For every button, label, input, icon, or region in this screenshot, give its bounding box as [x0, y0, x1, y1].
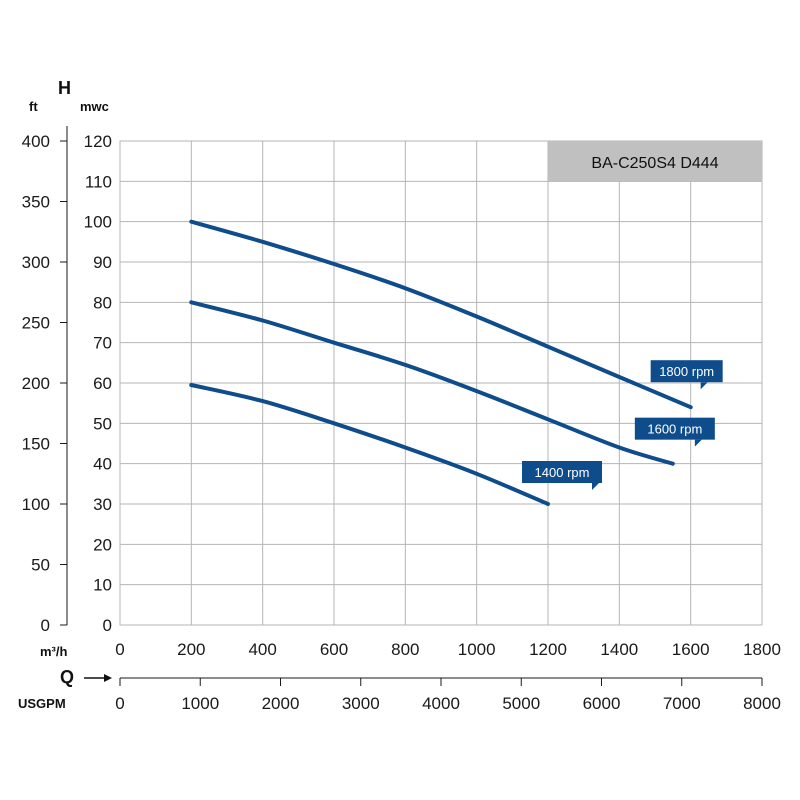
y-tick-label: 90: [93, 253, 112, 272]
y-secondary-tick-label: 100: [22, 495, 50, 514]
series-line-1600-rpm: [189, 300, 675, 466]
y-secondary-tick-label: 50: [31, 556, 50, 575]
x-secondary-tick-label: 4000: [422, 694, 460, 713]
x-tick-label: 1600: [672, 640, 710, 659]
series-labels: 1800 rpm 1600 rpm 1400 rpm: [522, 360, 723, 490]
x-secondary-tick-label: 3000: [342, 694, 380, 713]
x-tick-label: 400: [248, 640, 276, 659]
y-tick-label: 10: [93, 576, 112, 595]
x-tick-label: 1400: [600, 640, 638, 659]
y-tick-label: 80: [93, 293, 112, 312]
tick-labels: 0 200 400 600 800 1000 1200 1400 1600 18000102030…: [22, 132, 781, 713]
bottom-axes: m³/h Q USGPM: [18, 644, 762, 711]
y-tick-label: 0: [103, 616, 112, 635]
x-secondary-tick-label: 2000: [262, 694, 300, 713]
x-secondary-tick-label: 6000: [583, 694, 621, 713]
series-line-1800-rpm: [189, 219, 693, 410]
x-axis-arrow-icon: [84, 674, 112, 682]
grid: [119, 140, 763, 626]
x-secondary-unit: USGPM: [18, 696, 66, 711]
x-axis-title: Q: [60, 667, 74, 687]
x-tick-label: 1800: [743, 640, 781, 659]
y-secondary-tick-label: 0: [41, 616, 50, 635]
y-tick-label: 60: [93, 374, 112, 393]
y-tick-label: 50: [93, 414, 112, 433]
y-unit: mwc: [80, 99, 109, 114]
series-label-bg: [634, 417, 715, 440]
y-axis-title: H: [58, 78, 71, 98]
series-label-1800-rpm: 1800 rpm: [650, 360, 723, 390]
series-label-bg: [522, 461, 602, 483]
y-secondary-tick-label: 150: [22, 435, 50, 454]
y-tick-label: 30: [93, 495, 112, 514]
series-label-1600-rpm: 1600 rpm: [634, 417, 715, 447]
y-tick-label: 110: [85, 172, 112, 191]
x-tick-label: 200: [177, 640, 205, 659]
x-secondary-tick-label: 1000: [181, 694, 219, 713]
series-lines: [189, 219, 693, 506]
series-label-pointer: [700, 382, 708, 390]
y-secondary-tick-label: 350: [22, 193, 50, 212]
y-secondary-tick-label: 400: [22, 132, 50, 151]
y-tick-label: 120: [84, 132, 112, 151]
series-label-text: 1400 rpm: [535, 465, 590, 480]
series-label-text: 1800 rpm: [659, 364, 714, 379]
plot-frame: [119, 140, 763, 626]
model-label-bg: [548, 141, 762, 181]
y-secondary-unit: ft: [29, 99, 38, 114]
left-axes: H ft mwc: [29, 78, 109, 625]
model-label-box: BA-C250S4 D444: [548, 141, 762, 181]
y-tick-label: 20: [93, 535, 112, 554]
x-secondary-tick-label: 7000: [663, 694, 701, 713]
x-tick-label: 600: [320, 640, 348, 659]
x-tick-label: 800: [391, 640, 419, 659]
y-tick-label: 70: [93, 334, 112, 353]
series-label-pointer: [592, 483, 599, 490]
series-label-text: 1600 rpm: [647, 422, 702, 437]
x-unit: m³/h: [40, 644, 68, 659]
y-secondary-tick-label: 300: [22, 253, 50, 272]
x-tick-label: 1000: [458, 640, 496, 659]
y-tick-label: 100: [84, 213, 112, 232]
y-secondary-tick-label: 200: [22, 374, 50, 393]
x-tick-label: 0: [115, 640, 124, 659]
y-secondary-tick-label: 250: [22, 314, 50, 333]
x-tick-label: 1200: [529, 640, 567, 659]
series-label-bg: [650, 360, 723, 383]
series-line-1400-rpm: [189, 383, 550, 506]
x-secondary-tick-label: 8000: [743, 694, 781, 713]
series-label-pointer: [694, 439, 702, 447]
x-secondary-tick-label: 5000: [502, 694, 540, 713]
y-tick-label: 40: [93, 455, 112, 474]
model-label: BA-C250S4 D444: [591, 155, 718, 172]
series-label-1400-rpm: 1400 rpm: [522, 461, 602, 490]
x-secondary-tick-label: 0: [115, 694, 124, 713]
